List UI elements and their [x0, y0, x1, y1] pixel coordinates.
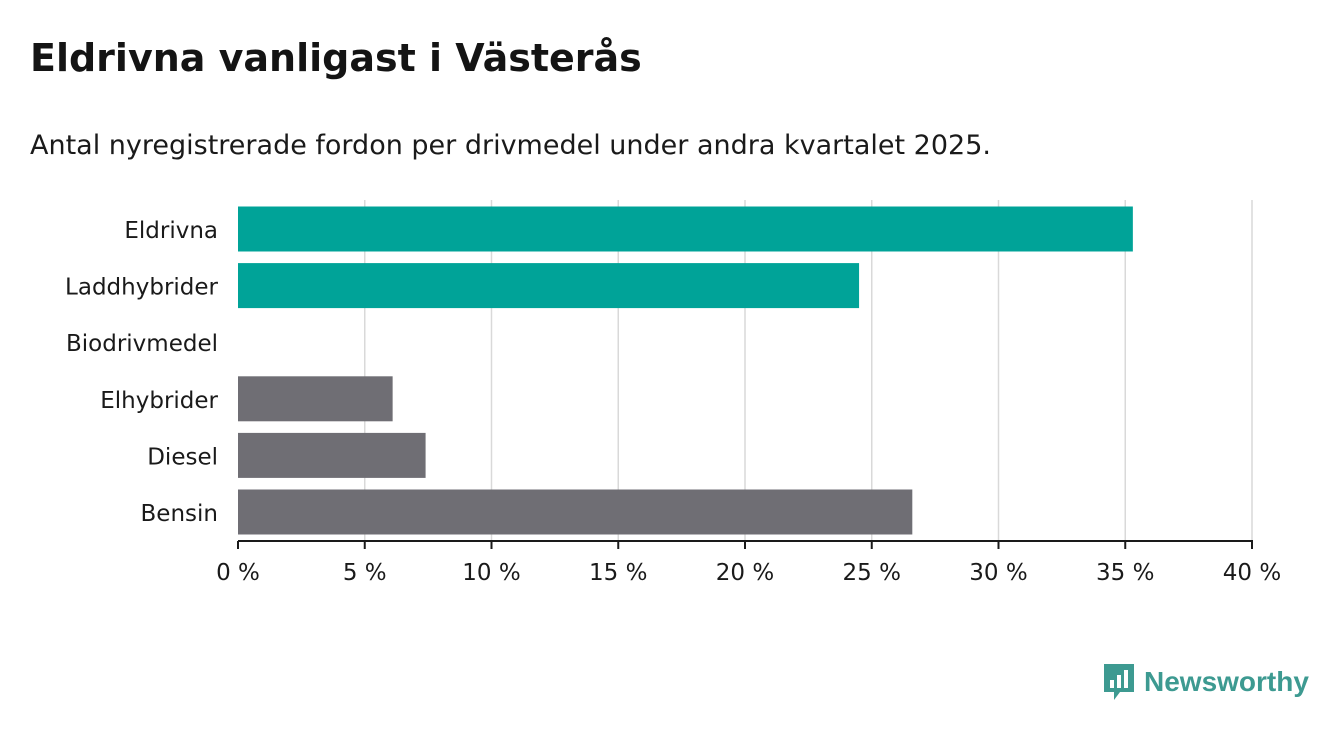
chart-title: Eldrivna vanligast i Västerås: [30, 36, 642, 80]
category-label: Bensin: [141, 501, 218, 527]
category-label: Diesel: [147, 444, 218, 470]
chart-subtitle: Antal nyregistrerade fordon per drivmede…: [30, 130, 991, 161]
bar: [238, 432, 426, 478]
bar: [238, 263, 860, 309]
x-tick-label: 35 %: [1096, 560, 1154, 586]
x-tick-label: 15 %: [589, 560, 647, 586]
x-tick-label: 25 %: [843, 560, 901, 586]
x-tick-label: 5 %: [343, 560, 387, 586]
category-label: Biodrivmedel: [66, 331, 218, 357]
category-label: Elhybrider: [100, 388, 218, 414]
x-tick-label: 40 %: [1223, 560, 1281, 586]
bar: [238, 489, 913, 535]
bar: [238, 206, 1133, 252]
category-label: Laddhybrider: [65, 275, 218, 301]
x-tick-label: 20 %: [716, 560, 774, 586]
bar: [238, 376, 393, 422]
x-tick-label: 0 %: [216, 560, 260, 586]
newsworthy-logo-icon: [1104, 664, 1134, 700]
logo-text: Newsworthy: [1144, 666, 1309, 697]
category-label: Eldrivna: [124, 218, 218, 244]
newsworthy-logo: Newsworthy: [1102, 662, 1309, 702]
x-tick-label: 10 %: [462, 560, 520, 586]
x-tick-label: 30 %: [969, 560, 1027, 586]
